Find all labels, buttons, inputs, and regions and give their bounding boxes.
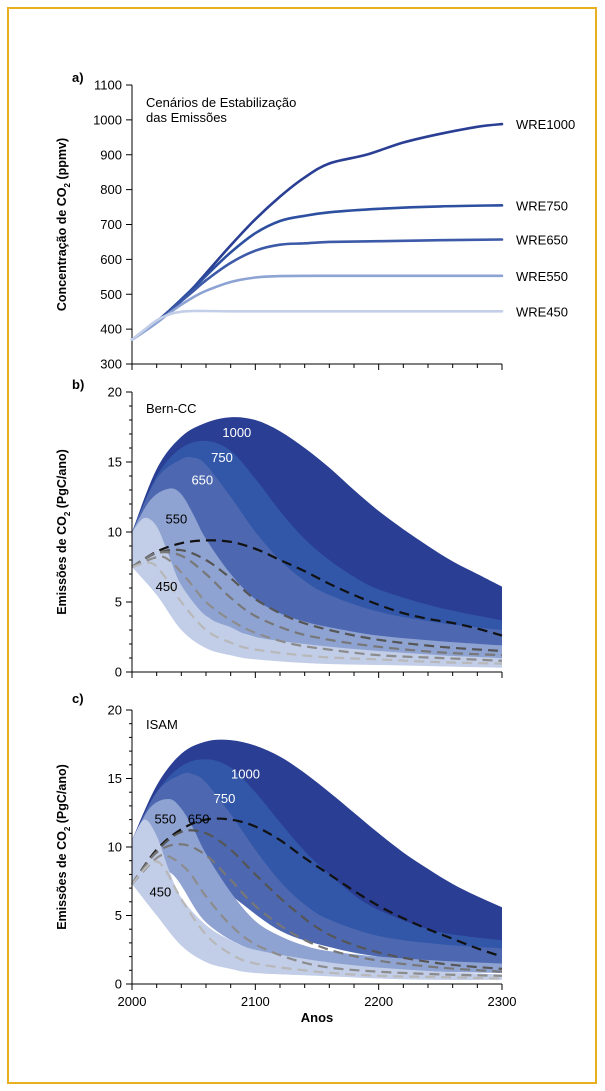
y-axis-label-unit: (ppmv) bbox=[55, 138, 69, 183]
y-tick-label: 20 bbox=[108, 385, 122, 400]
dashed-line-1000 bbox=[131, 817, 503, 958]
y-tick-label: 700 bbox=[100, 217, 122, 232]
x-tick-label: 2300 bbox=[488, 994, 517, 1009]
y-tick-label: 15 bbox=[108, 771, 122, 786]
band-label-450: 450 bbox=[156, 579, 178, 594]
y-axis-label: Emissões de CO2 (PgC/ano) bbox=[55, 449, 72, 615]
y-tick-label: 0 bbox=[115, 977, 122, 992]
series-line-wre550 bbox=[130, 274, 504, 341]
y-tick-label: 400 bbox=[100, 322, 122, 337]
band-650 bbox=[132, 772, 502, 965]
y-axis-label: Concentração de CO2 (ppmv) bbox=[55, 138, 72, 311]
y-tick-label: 1100 bbox=[94, 78, 122, 93]
y-tick-label: 500 bbox=[100, 287, 122, 302]
band-450 bbox=[132, 819, 502, 980]
y-tick-label: 900 bbox=[100, 147, 122, 162]
y-axis-label-main: Concentração de CO bbox=[55, 187, 69, 311]
series-label-wre550: WRE550 bbox=[516, 269, 568, 284]
dashed-line-1000 bbox=[131, 539, 503, 637]
dashed-line-750 bbox=[131, 829, 503, 970]
series-line-wre1000 bbox=[130, 122, 504, 341]
figure-frame bbox=[7, 7, 597, 1084]
panel-title: ISAM bbox=[146, 717, 178, 732]
dashed-line-550 bbox=[131, 555, 503, 662]
panel-label: a) bbox=[72, 70, 84, 85]
band-450 bbox=[132, 517, 502, 668]
band-label-650: 650 bbox=[188, 812, 210, 827]
y-tick-label: 300 bbox=[100, 357, 122, 372]
y-tick-label: 10 bbox=[108, 840, 122, 855]
y-axis-label-subscript: 2 bbox=[63, 826, 72, 831]
band-650 bbox=[132, 456, 502, 649]
y-tick-label: 15 bbox=[108, 455, 122, 470]
series-line-wre650 bbox=[130, 238, 504, 341]
series-label-wre1000: WRE1000 bbox=[516, 117, 575, 132]
y-tick-label: 20 bbox=[108, 703, 122, 718]
x-axis-label: Anos bbox=[301, 1010, 334, 1025]
panel-title-line: das Emissões bbox=[146, 110, 227, 125]
y-tick-label: 800 bbox=[100, 182, 122, 197]
dashed-line-550 bbox=[131, 853, 503, 977]
y-axis-label-main: Emissões de CO bbox=[55, 516, 69, 615]
band-label-750: 750 bbox=[214, 791, 236, 806]
y-tick-label: 5 bbox=[115, 595, 122, 610]
x-tick-label: 2100 bbox=[241, 994, 270, 1009]
series-label-wre450: WRE450 bbox=[516, 304, 568, 319]
panel-title-line: Cenários de Estabilização bbox=[146, 95, 296, 110]
panel-label: b) bbox=[72, 377, 84, 392]
y-tick-label: 10 bbox=[108, 525, 122, 540]
series-label-wre750: WRE750 bbox=[516, 198, 568, 213]
band-550 bbox=[132, 798, 502, 973]
panel-label: c) bbox=[72, 691, 84, 706]
dashed-line-450 bbox=[131, 561, 503, 665]
band-label-1000: 1000 bbox=[231, 767, 260, 782]
y-axis-label-unit: (PgC/ano) bbox=[55, 764, 69, 827]
y-tick-label: 600 bbox=[100, 252, 122, 267]
x-tick-label: 2000 bbox=[118, 994, 147, 1009]
y-axis-label-unit: (PgC/ano) bbox=[55, 449, 69, 512]
series-label-wre650: WRE650 bbox=[516, 232, 568, 247]
band-label-750: 750 bbox=[211, 450, 233, 465]
y-tick-label: 1000 bbox=[93, 112, 122, 127]
series-line-wre750 bbox=[130, 204, 504, 341]
y-axis-label-subscript: 2 bbox=[63, 511, 72, 516]
y-axis-label-subscript: 2 bbox=[63, 182, 72, 187]
y-axis-label: Emissões de CO2 (PgC/ano) bbox=[55, 764, 72, 930]
y-tick-label: 0 bbox=[115, 665, 122, 680]
dashed-line-750 bbox=[131, 548, 503, 653]
x-tick-label: 2200 bbox=[364, 994, 393, 1009]
band-label-650: 650 bbox=[191, 472, 213, 487]
band-label-450: 450 bbox=[150, 884, 172, 899]
band-label-550: 550 bbox=[154, 812, 176, 827]
panel-title: Bern-CC bbox=[146, 401, 197, 416]
dashed-line-650 bbox=[131, 843, 503, 973]
dashed-line-650 bbox=[131, 551, 503, 657]
band-label-1000: 1000 bbox=[222, 425, 251, 440]
y-tick-label: 5 bbox=[115, 908, 122, 923]
y-axis-label-main: Emissões de CO bbox=[55, 831, 69, 930]
band-label-550: 550 bbox=[166, 512, 188, 527]
dashed-line-450 bbox=[131, 860, 503, 980]
series-line-wre450 bbox=[130, 309, 504, 341]
